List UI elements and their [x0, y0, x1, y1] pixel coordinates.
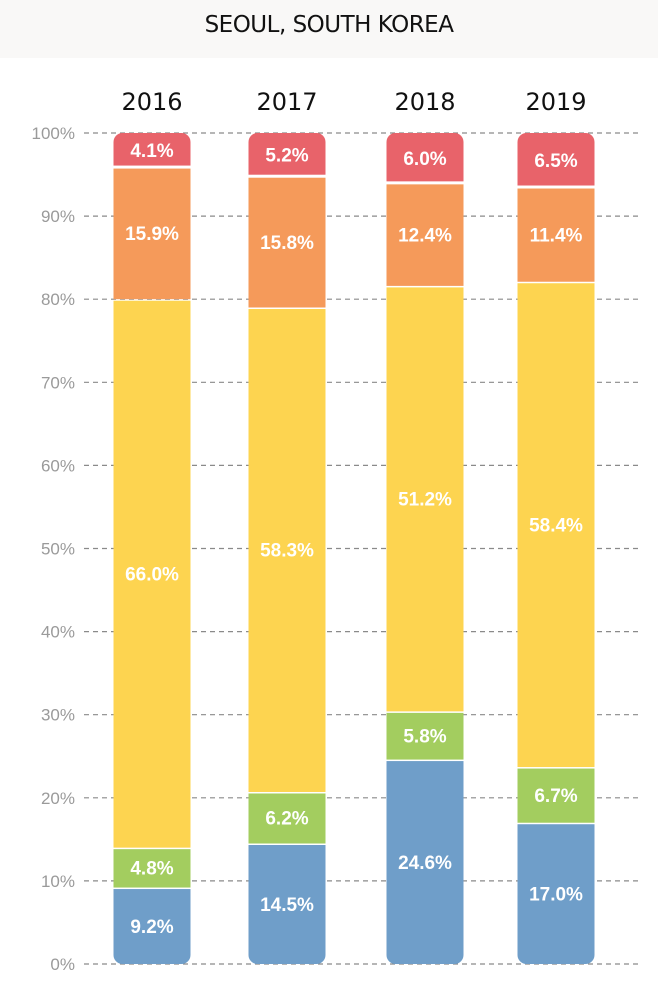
bar-segment [386, 287, 464, 712]
data-label: 4.8% [130, 859, 173, 880]
bar-segment [248, 845, 326, 964]
bar-segment [386, 133, 464, 182]
y-tick-label: 0% [50, 955, 75, 974]
data-label: 12.4% [398, 225, 452, 246]
y-tick-label: 90% [41, 207, 75, 226]
data-label: 6.0% [403, 149, 446, 170]
data-label: 51.2% [398, 490, 452, 511]
data-label: 6.5% [534, 151, 577, 172]
bar-segment [113, 300, 191, 848]
y-tick-label: 80% [41, 290, 75, 309]
bar-segment [386, 712, 464, 760]
y-tick-label: 60% [41, 456, 75, 475]
y-tick-label: 100% [32, 124, 75, 143]
data-label: 14.5% [260, 895, 314, 916]
data-label: 6.7% [534, 786, 577, 807]
bar-segment [113, 889, 191, 964]
data-label: 15.8% [260, 233, 314, 254]
data-label: 58.4% [529, 515, 583, 536]
x-category-label: 2017 [256, 88, 317, 116]
bar-segment [248, 133, 326, 175]
bar-2017 [248, 133, 326, 964]
bar-segment [386, 761, 464, 964]
data-label: 5.2% [265, 146, 308, 167]
bar-segment [248, 793, 326, 844]
bar-segment [386, 184, 464, 286]
y-tick-label: 30% [41, 706, 75, 725]
data-label: 17.0% [529, 884, 583, 905]
bar-segment [113, 849, 191, 888]
bar-segment [517, 133, 595, 186]
x-category-label: 2019 [525, 88, 586, 116]
data-label: 9.2% [130, 917, 173, 938]
data-label: 66.0% [125, 564, 179, 585]
y-tick-label: 20% [41, 789, 75, 808]
y-tick-label: 50% [41, 540, 75, 559]
data-label: 11.4% [530, 225, 583, 246]
x-category-label: 2016 [121, 88, 182, 116]
bar-segment [248, 177, 326, 308]
bar-segment [248, 309, 326, 792]
data-label: 15.9% [125, 224, 179, 245]
data-label: 4.1% [130, 141, 173, 162]
bar-2018 [386, 133, 464, 964]
bar-segment [517, 283, 595, 768]
y-tick-label: 70% [41, 373, 75, 392]
bar-segment [517, 824, 595, 964]
bar-segment [113, 133, 191, 166]
x-category-label: 2018 [394, 88, 455, 116]
y-tick-label: 10% [41, 872, 75, 891]
bar-segment [113, 168, 191, 300]
data-label: 24.6% [398, 853, 452, 874]
bar-segment [517, 768, 595, 823]
bar-2019 [517, 133, 595, 964]
bar-segment [517, 188, 595, 282]
title-band [0, 0, 658, 58]
y-tick-label: 40% [41, 623, 75, 642]
data-label: 6.2% [265, 809, 308, 830]
data-label: 58.3% [260, 541, 314, 562]
data-label: 5.8% [403, 726, 446, 747]
chart-title: SEOUL, SOUTH KOREA [204, 12, 454, 38]
bar-2016 [113, 133, 191, 964]
